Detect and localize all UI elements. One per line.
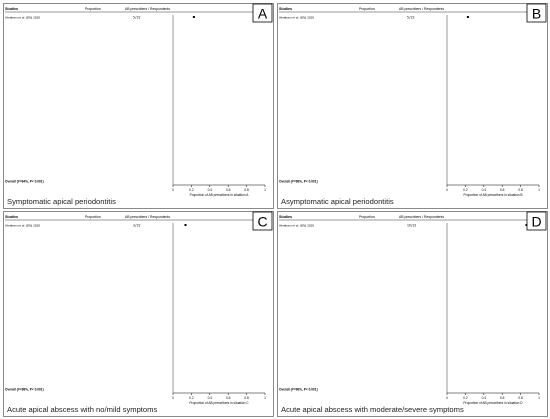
forest-plot-panel-b: Studies Proportion AB prescribers / Respon… <box>277 3 548 209</box>
study-point <box>192 16 195 18</box>
column-header-ab-ratio: AB prescribers / Respondents <box>125 215 170 219</box>
x-tick-label: 1 <box>264 188 266 192</box>
x-tick-label: 0.8 <box>244 396 249 400</box>
study-point <box>184 224 187 226</box>
x-tick-label: 0.4 <box>208 188 213 192</box>
x-tick-label: 0.2 <box>463 396 468 400</box>
panel-border <box>277 3 548 209</box>
forest-plot-panel-c: Studies Proportion AB prescribers / Respon… <box>3 211 274 417</box>
study-label: Abraham et al. (EN) 2020 <box>5 16 40 20</box>
column-header-ab-ratio: AB prescribers / Respondents <box>399 7 444 11</box>
panel-border <box>3 211 274 417</box>
panel-caption: Acute apical abscess with no/mild sympto… <box>7 405 157 414</box>
x-tick-label: 0.6 <box>500 396 505 400</box>
x-tick-label: 1 <box>538 188 540 192</box>
x-tick-label: 0.8 <box>518 396 523 400</box>
panel-border <box>3 3 274 209</box>
x-tick-label: 0.2 <box>463 188 468 192</box>
column-header-studies: Studies <box>279 7 292 11</box>
panel-caption: Symptomatic apical periodontitis <box>7 197 116 206</box>
panel-border <box>277 211 548 417</box>
study-ab-ratio: 5/22 <box>133 16 141 20</box>
x-tick-label: 0.2 <box>189 396 194 400</box>
overall-label: Overall (I²=96%, P< 0.001) <box>279 388 318 392</box>
overall-label: Overall (I²=98%, P< 0.001) <box>279 180 318 184</box>
column-header-ab-ratio: AB prescribers / Respondents <box>399 215 444 219</box>
column-header-studies: Studies <box>5 215 18 219</box>
x-tick-label: 0 <box>446 188 448 192</box>
column-header-proportion: Proportion <box>359 215 375 219</box>
panel-caption: Asymptomatic apical periodontitis <box>281 197 394 206</box>
study-label: Abraham et al. (EN) 2020 <box>279 16 314 20</box>
panel-letter: D <box>531 214 541 230</box>
panel-caption: Acute apical abscess with moderate/sever… <box>281 405 464 414</box>
x-tick-label: 0.6 <box>226 188 231 192</box>
column-header-proportion: Proportion <box>85 7 101 11</box>
x-tick-label: 0 <box>172 188 174 192</box>
x-tick-label: 0.6 <box>500 188 505 192</box>
panel-letter-box <box>252 3 273 23</box>
x-tick-label: 1 <box>538 396 540 400</box>
study-ab-ratio: 3/22 <box>133 224 141 228</box>
x-tick-label: 0 <box>446 396 448 400</box>
x-tick-label: 0.8 <box>518 188 523 192</box>
column-header-ab-ratio: AB prescribers / Respondents <box>125 7 170 11</box>
x-axis-label: Proportion of AB prescribers in situatio… <box>189 401 249 405</box>
study-label: Abraham et al. (EN) 2020 <box>279 224 314 228</box>
column-header-studies: Studies <box>5 7 18 11</box>
x-axis-label: Proportion of AB prescribers in situatio… <box>190 193 250 197</box>
x-tick-label: 1 <box>264 396 266 400</box>
x-tick-label: 0.6 <box>226 396 231 400</box>
study-ab-ratio: 5/22 <box>407 16 415 20</box>
column-header-proportion: Proportion <box>85 215 101 219</box>
forest-plot-panel-a: Studies Proportion AB prescribers / Respon… <box>3 3 274 209</box>
study-ab-ratio: 19/22 <box>407 224 416 228</box>
forest-plot-panel-d: Studies Proportion AB prescribers / Respon… <box>277 211 548 417</box>
overall-label: Overall (I²=94%, P< 0.001) <box>5 180 44 184</box>
x-axis-label: Proportion of AB prescribers in situatio… <box>463 401 523 405</box>
panel-letter-box <box>526 3 547 23</box>
study-label: Abraham et al. (EN) 2020 <box>5 224 40 228</box>
x-tick-label: 0 <box>172 396 174 400</box>
panel-letter: B <box>532 6 541 22</box>
study-point <box>466 16 469 18</box>
study-point <box>525 224 528 226</box>
x-tick-label: 0.4 <box>482 396 487 400</box>
column-header-studies: Studies <box>279 215 292 219</box>
panel-letter: A <box>258 6 268 22</box>
x-tick-label: 0.8 <box>244 188 249 192</box>
x-tick-label: 0.4 <box>482 188 487 192</box>
column-header-proportion: Proportion <box>359 7 375 11</box>
x-axis-label: Proportion of AB prescribers in situatio… <box>464 193 523 197</box>
panel-letter: C <box>257 214 267 230</box>
panel-letter-box <box>252 211 273 231</box>
overall-label: Overall (I²=98%, P< 0.001) <box>5 388 44 392</box>
x-tick-label: 0.2 <box>189 188 194 192</box>
x-tick-label: 0.4 <box>208 396 213 400</box>
panel-letter-box <box>526 211 547 231</box>
